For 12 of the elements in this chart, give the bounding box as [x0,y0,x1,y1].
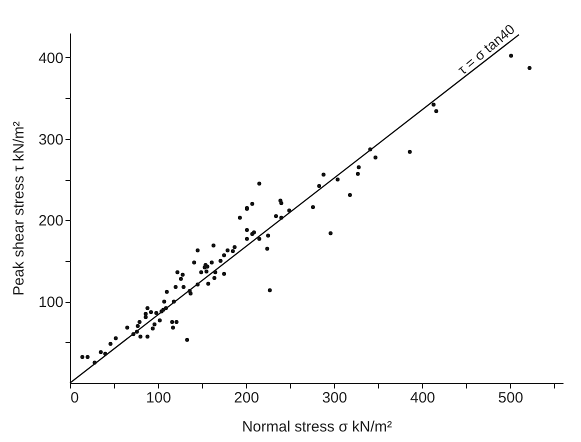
y-tick-label: 300 [38,131,64,148]
y-tick-label: 200 [38,212,64,230]
x-tick-label: 200 [234,390,260,406]
y-tick-label: 100 [38,294,64,312]
x-axis-title: Normal stress σ kN/m² [242,418,392,436]
x-tick-label: 0 [70,390,79,406]
x-tick-label: 500 [498,390,524,406]
x-tick-label: 400 [410,390,436,406]
y-tick-label: 400 [38,50,64,67]
x-tick-label: 300 [322,390,348,406]
y-axis-title: Peak shear stress τ kN/m² [10,121,28,296]
x-tick-label: 100 [146,390,172,406]
